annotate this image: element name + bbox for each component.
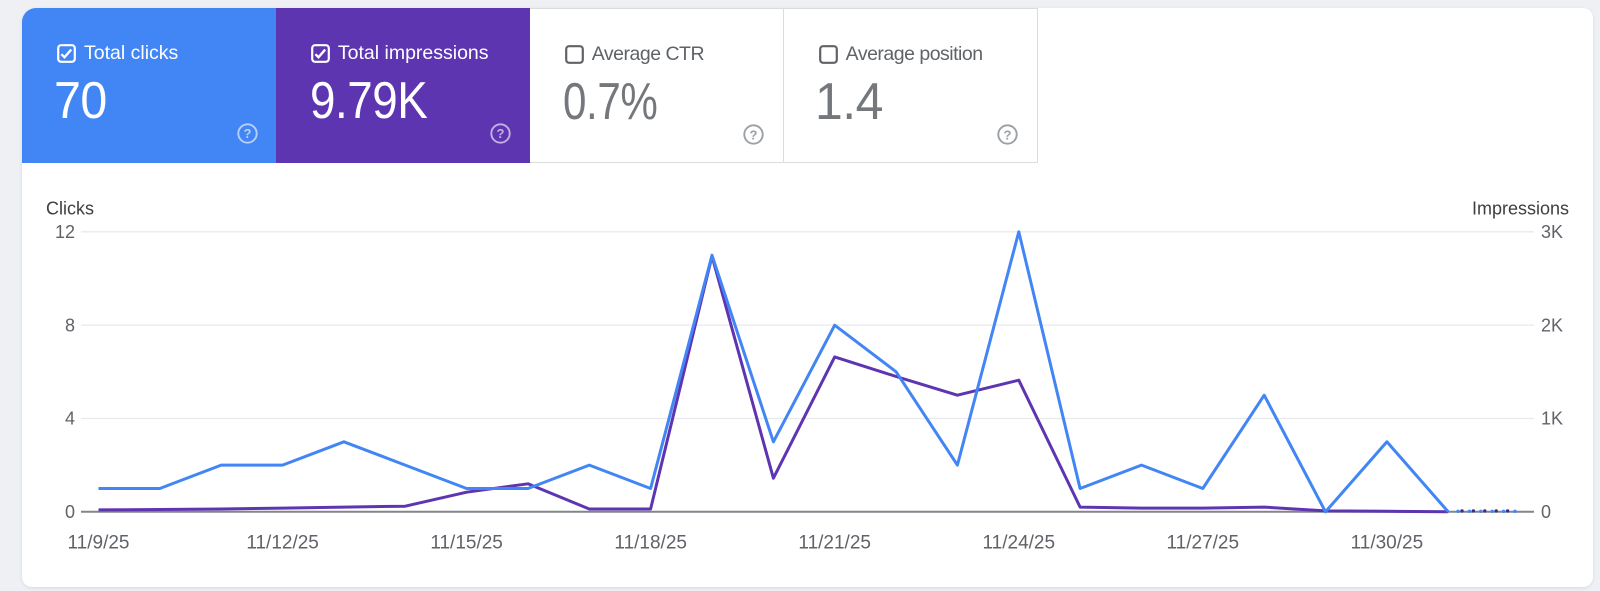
svg-text:11/27/25: 11/27/25 bbox=[1167, 533, 1240, 554]
svg-text:12: 12 bbox=[55, 222, 75, 242]
svg-text:2K: 2K bbox=[1541, 315, 1563, 335]
svg-text:11/24/25: 11/24/25 bbox=[983, 533, 1056, 554]
svg-text:0: 0 bbox=[1541, 502, 1551, 522]
svg-text:11/18/25: 11/18/25 bbox=[614, 533, 687, 554]
svg-text:?: ? bbox=[750, 127, 758, 142]
svg-text:3K: 3K bbox=[1541, 222, 1563, 242]
svg-text:0: 0 bbox=[65, 502, 75, 522]
svg-text:?: ? bbox=[1004, 127, 1012, 142]
svg-text:11/9/25: 11/9/25 bbox=[68, 533, 130, 554]
svg-text:11/30/25: 11/30/25 bbox=[1351, 533, 1424, 554]
svg-text:4: 4 bbox=[65, 409, 75, 429]
svg-text:11/15/25: 11/15/25 bbox=[430, 533, 503, 554]
svg-text:11/21/25: 11/21/25 bbox=[798, 533, 871, 554]
svg-text:8: 8 bbox=[65, 315, 75, 335]
svg-text:1K: 1K bbox=[1541, 409, 1563, 429]
svg-text:?: ? bbox=[243, 126, 251, 141]
svg-text:Impressions: Impressions bbox=[1472, 199, 1569, 219]
svg-text:?: ? bbox=[497, 126, 505, 141]
svg-text:11/12/25: 11/12/25 bbox=[246, 533, 319, 554]
svg-text:Clicks: Clicks bbox=[46, 199, 94, 219]
